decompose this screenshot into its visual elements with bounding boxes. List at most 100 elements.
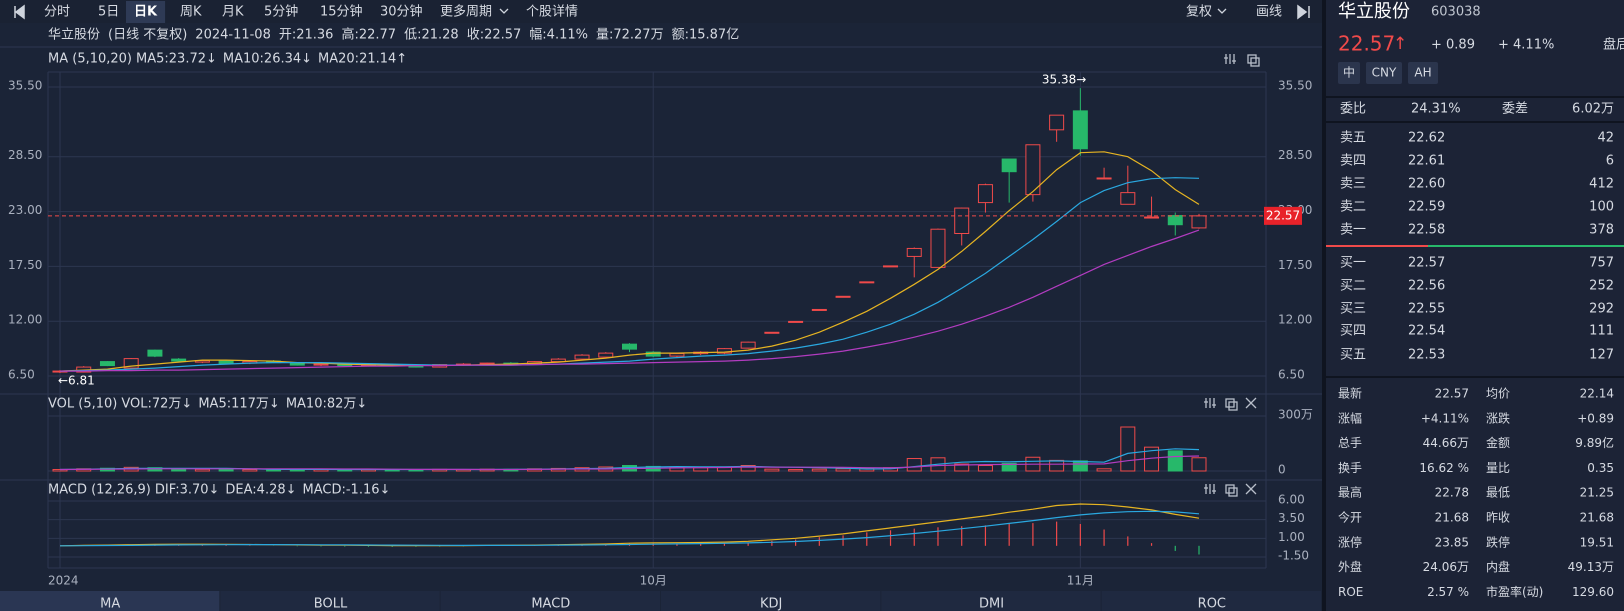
y-tick-label: 3.50	[1278, 511, 1305, 525]
badge[interactable]	[1366, 62, 1402, 84]
stat-label: 最新	[1338, 386, 1362, 401]
period-tab[interactable]: 月K	[222, 5, 244, 20]
candle-body	[764, 331, 780, 334]
stat-value: 49.13万	[1568, 560, 1614, 574]
stat-value: 44.66万	[1423, 436, 1469, 450]
badge-label: 中	[1343, 65, 1355, 80]
panel-icons[interactable]	[1204, 54, 1260, 497]
bottom-tab-bg[interactable]	[220, 591, 440, 611]
legend-entry: MACD:-1.16↓	[303, 483, 391, 498]
stat-value: +4.11%	[1421, 411, 1469, 425]
chevron-icon[interactable]	[1217, 8, 1227, 14]
bottom-tab-bg[interactable]	[0, 591, 220, 611]
volume-bar	[242, 469, 258, 472]
volume-ma-line	[59, 455, 1200, 471]
stat-label: 换手	[1338, 461, 1362, 475]
x-tick-label: 10月	[640, 574, 667, 588]
y-tick-label: 300万	[1278, 408, 1313, 422]
book-price: 22.58	[1408, 223, 1445, 238]
period-tab[interactable]: 周K	[180, 5, 202, 20]
candle-body	[1096, 177, 1112, 180]
period-tab[interactable]: 5日	[98, 5, 119, 20]
low-annotation: ←6.81	[58, 373, 95, 387]
stat-label: 总手	[1338, 436, 1362, 450]
volume-bar	[811, 468, 827, 472]
y-tick-label: 6.00	[1278, 492, 1305, 506]
period-tab[interactable]: 个股详情	[526, 5, 578, 20]
period-tab[interactable]: 分时	[44, 5, 70, 20]
period-tab[interactable]: 30分钟	[380, 4, 423, 20]
book-price: 22.61	[1408, 154, 1445, 169]
bottom-tab[interactable]: DMI	[979, 597, 1004, 611]
candle-body	[171, 358, 187, 362]
stat-label: 量比	[1486, 461, 1510, 475]
candle-body	[859, 281, 875, 284]
y-tick-label: 12.00	[1278, 313, 1312, 327]
info-item: 开:21.36	[279, 28, 334, 43]
y-tick-label: 17.50	[1278, 258, 1312, 272]
bottom-tab-bg[interactable]	[1101, 591, 1321, 611]
book-price: 22.55	[1408, 302, 1445, 317]
volume-bar	[194, 468, 210, 472]
period-tab[interactable]: 5分钟	[264, 4, 298, 20]
price-tag	[1264, 206, 1302, 225]
book-volume: 6	[1606, 154, 1614, 169]
bottom-tab[interactable]: KDJ	[760, 597, 782, 611]
book-volume: 412	[1589, 177, 1614, 192]
stat-label: 今开	[1338, 510, 1362, 525]
period-tab[interactable]: 15分钟	[320, 4, 363, 20]
book-price: 22.60	[1408, 177, 1445, 192]
volume-bar	[1191, 457, 1207, 472]
bottom-tab-bg[interactable]	[661, 591, 881, 611]
book-label: 买四	[1340, 324, 1366, 339]
bottom-tab-bg[interactable]	[881, 591, 1101, 611]
stat-label: 外盘	[1338, 559, 1362, 574]
period-tab[interactable]: 日K	[134, 5, 158, 20]
chevron-icon[interactable]	[499, 8, 509, 14]
stat-label: ROE	[1338, 585, 1363, 599]
toolbar-bg	[0, 0, 1322, 23]
toolbar-button[interactable]: 复权	[1186, 4, 1212, 20]
bottom-tab[interactable]: ROC	[1198, 597, 1226, 611]
bottom-tab-bg[interactable]	[440, 591, 660, 611]
y-tick-label: -1.50	[1278, 549, 1309, 563]
info-item: 量:72.27万	[596, 28, 664, 43]
candle-body	[1072, 110, 1088, 150]
stat-value: 21.25	[1580, 486, 1614, 500]
high-annotation: 35.38→	[1042, 73, 1086, 87]
prev-icon[interactable]	[14, 4, 25, 20]
ratio-label: 委比	[1340, 102, 1366, 117]
candle-body	[123, 358, 139, 369]
toolbar-button[interactable]: 画线	[1256, 5, 1282, 20]
legend-title: MACD (12,26,9)	[48, 483, 151, 498]
candle-body	[716, 348, 732, 354]
book-label: 卖四	[1340, 154, 1366, 169]
volume-bar	[1049, 459, 1065, 472]
stat-value: 22.57	[1435, 387, 1469, 401]
candle-body	[1025, 144, 1041, 196]
badge[interactable]	[1408, 62, 1438, 84]
legend-entry: DIF:3.70↓	[155, 483, 220, 498]
candle-body	[1191, 215, 1207, 229]
bottom-tab[interactable]: MACD	[531, 597, 570, 611]
stat-label: 跌停	[1486, 534, 1510, 549]
bottom-tab[interactable]: BOLL	[314, 597, 348, 611]
active-tab-bg	[126, 1, 166, 23]
book-volume: 111	[1589, 324, 1614, 339]
bottom-tab[interactable]: MA	[100, 597, 120, 611]
volume-bar	[1120, 426, 1136, 472]
candle-body	[313, 363, 329, 366]
book-label: 买五	[1340, 348, 1366, 363]
stat-label: 涨幅	[1338, 410, 1362, 425]
badge[interactable]	[1338, 62, 1360, 84]
volume-bar	[1096, 468, 1112, 472]
candle-body	[1120, 192, 1136, 205]
ratio-value: 24.31%	[1411, 102, 1461, 117]
candle-body	[930, 228, 946, 268]
period-tab[interactable]: 更多周期	[440, 4, 492, 20]
candle-body	[1049, 114, 1065, 131]
stat-value: 23.85	[1435, 535, 1469, 549]
x-tick-label: 2024	[48, 574, 79, 588]
next-icon[interactable]	[1297, 4, 1310, 20]
stat-label: 金额	[1486, 435, 1510, 450]
